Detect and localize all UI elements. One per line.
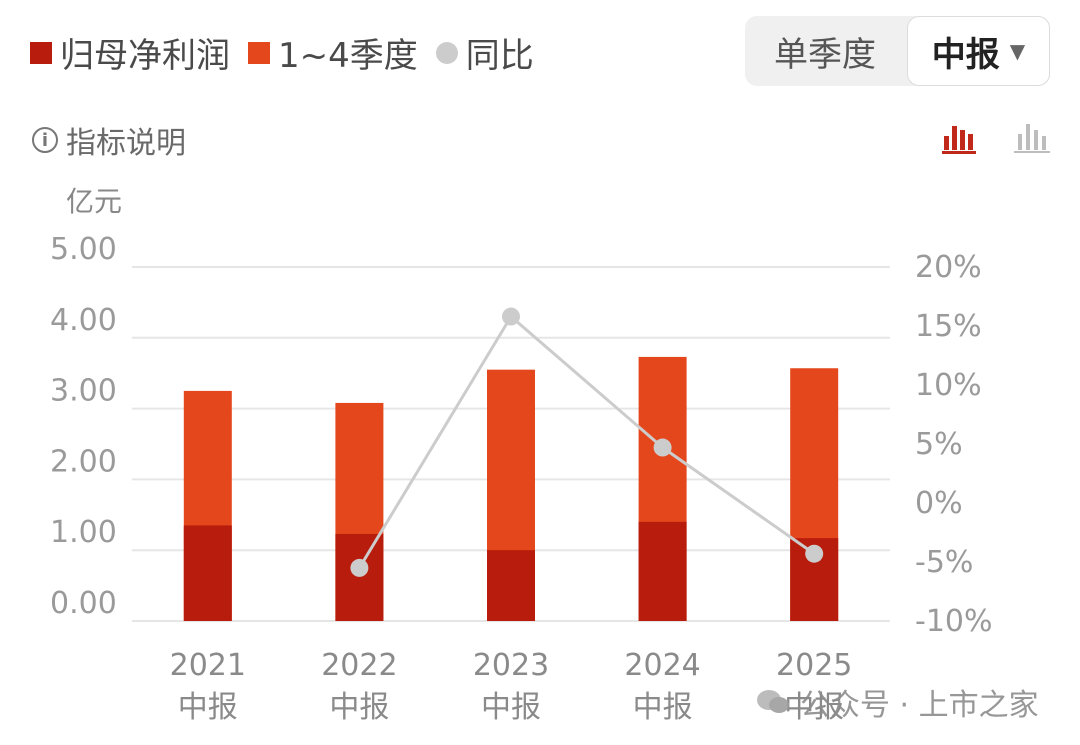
wechat-icon <box>757 690 789 713</box>
x-tick-label: 中报 <box>784 690 844 725</box>
bar-net-profit <box>487 550 535 621</box>
y2-tick-label: 5% <box>915 427 963 462</box>
legend-net-profit: 归母净利润 <box>30 28 230 77</box>
y-tick-label: 3.00 <box>50 374 117 409</box>
x-tick-label: 2024 <box>624 648 700 683</box>
x-tick-label: 中报 <box>633 690 693 725</box>
legend-quarters-label: 1~4季度 <box>278 36 418 76</box>
y-tick-label: 4.00 <box>50 303 117 338</box>
y2-tick-label: -5% <box>915 545 973 580</box>
x-tick-label: 2022 <box>321 648 397 683</box>
x-tick-label: 2023 <box>473 648 549 683</box>
report-period-select[interactable]: 中报 ▼ <box>907 16 1050 86</box>
x-tick-label: 中报 <box>329 690 389 725</box>
x-tick-label: 2021 <box>170 648 246 683</box>
y2-tick-label: 15% <box>915 309 982 344</box>
y-tick-label: 0.00 <box>50 586 117 621</box>
yoy-point <box>350 558 369 577</box>
single-quarter-button[interactable]: 单季度 <box>774 34 876 75</box>
yoy-line <box>358 314 816 569</box>
x-tick-label: 中报 <box>481 690 541 725</box>
yoy-point <box>805 544 824 563</box>
watermark-text: 公众号 · 上市之家 <box>800 688 1039 723</box>
yoy-point <box>653 438 672 457</box>
stacked-bar-chart-icon <box>942 126 976 154</box>
yoy-point <box>502 307 520 326</box>
x-tick-label: 中报 <box>178 690 238 725</box>
y-tick-label: 5.00 <box>50 232 117 267</box>
bar-net-profit <box>638 521 687 621</box>
dropdown-arrow-icon: ▼ <box>1009 39 1026 63</box>
chart-legend: 归母净利润 1~4季度 同比 <box>30 28 552 77</box>
report-period-value: 中报 <box>931 34 1000 75</box>
y2-tick-label: 10% <box>915 368 982 403</box>
legend-net-profit-label: 归母净利润 <box>60 36 230 76</box>
y2-tick-label: 20% <box>915 250 982 285</box>
stacked-bar-view-button[interactable] <box>940 118 980 158</box>
legend-net-profit-swatch <box>30 41 52 64</box>
y-axis-unit: 亿元 <box>66 185 123 218</box>
bar-chart-icon <box>1014 124 1050 153</box>
y-tick-label: 2.00 <box>50 444 117 479</box>
period-toggle: 单季度 中报 ▼ <box>745 16 1050 86</box>
bar-net-profit <box>335 533 384 621</box>
indicator-info-link[interactable]: i 指标说明 <box>32 118 186 162</box>
bar-view-button[interactable] <box>1012 118 1052 158</box>
legend-yoy-label: 同比 <box>465 36 534 76</box>
y-tick-label: 1.00 <box>50 515 117 550</box>
legend-quarters: 1~4季度 <box>248 28 418 77</box>
indicator-info-label: 指标说明 <box>66 126 186 161</box>
legend-yoy: 同比 <box>435 28 534 77</box>
info-icon: i <box>32 127 58 153</box>
legend-yoy-swatch <box>435 41 458 64</box>
y2-tick-label: -10% <box>915 604 993 639</box>
y2-tick-label: 0% <box>915 486 963 521</box>
legend-quarters-swatch <box>248 41 270 64</box>
x-tick-label: 2025 <box>776 648 852 683</box>
bar-net-profit <box>183 525 232 621</box>
watermark: 公众号 · 上市之家 <box>756 680 1039 724</box>
